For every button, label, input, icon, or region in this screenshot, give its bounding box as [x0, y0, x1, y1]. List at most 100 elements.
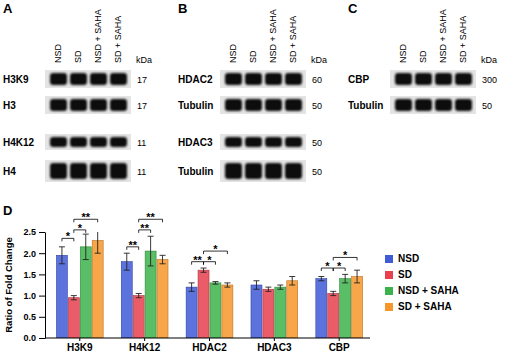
blot-band: [435, 73, 452, 85]
error-bar-cap: [289, 285, 295, 286]
row-label: H3K9: [3, 74, 29, 85]
blot-band: [395, 73, 412, 85]
panel-label: B: [178, 1, 187, 16]
lane-label: SD + SAHA: [113, 16, 123, 63]
unit-label: kDa: [311, 55, 327, 65]
blot-band: [265, 99, 282, 111]
lane-label: SD: [418, 50, 428, 63]
y-tick-mark: [39, 317, 45, 318]
error-bar-cap: [59, 263, 65, 264]
error-bar: [330, 291, 336, 295]
error-bar-cap: [224, 282, 230, 283]
blot-band: [415, 99, 432, 111]
significance-label: *: [337, 260, 342, 272]
significance-label: **: [128, 239, 137, 251]
legend: NSDSDNSD + SAHASD + SAHA: [385, 253, 459, 312]
lane-label: NSD + SAHA: [438, 9, 448, 63]
error-bar-cap: [342, 282, 348, 283]
error-bar-cap: [136, 293, 142, 294]
error-bar-stem: [162, 255, 163, 263]
bar: [157, 260, 168, 338]
blot-band: [225, 73, 242, 85]
error-bar-cap: [318, 280, 324, 281]
x-tick-mark: [274, 338, 275, 341]
blot-band: [225, 99, 242, 111]
legend-swatch: [385, 303, 393, 311]
blot-panel: BNSDSDNSD + SAHASD + SAHAkDaHDAC260Tubul…: [178, 1, 327, 182]
error-bar-cap: [189, 282, 195, 283]
error-bar: [201, 268, 207, 272]
error-bar-cap: [95, 253, 101, 254]
unit-label: kDa: [136, 55, 152, 65]
error-bar-cap: [148, 236, 154, 237]
error-bar: [189, 283, 195, 291]
legend-label: NSD + SAHA: [398, 285, 459, 296]
significance-label: *: [325, 260, 330, 272]
legend-swatch: [385, 255, 393, 263]
blot-band: [70, 73, 87, 85]
error-bar-cap: [253, 280, 259, 281]
error-bar-stem: [256, 281, 257, 289]
blot-background: [390, 70, 476, 88]
blot-band: [110, 99, 127, 111]
blot-band: [70, 163, 87, 179]
error-bar: [342, 274, 348, 282]
legend-swatch: [385, 271, 393, 279]
row-label: H4: [3, 166, 16, 177]
error-bar-cap: [189, 291, 195, 292]
error-bar: [265, 287, 271, 291]
blot-band: [245, 163, 262, 179]
error-bar-stem: [203, 268, 204, 272]
error-bar-cap: [201, 272, 207, 273]
row-label: H3: [3, 100, 16, 111]
lane-label: NSD + SAHA: [268, 9, 278, 63]
error-bar: [354, 270, 360, 283]
row-label: Tubulin: [348, 100, 383, 111]
significance-label: **: [81, 211, 90, 223]
bar: [80, 247, 91, 338]
figure: ANSDSDNSD + SAHASD + SAHAkDaH3K917H317H4…: [0, 0, 520, 363]
error-bar-stem: [345, 274, 346, 282]
bar: [210, 283, 221, 338]
y-tick-mark: [39, 274, 45, 275]
x-tick: HDAC2: [192, 338, 227, 353]
lane-label: SD + SAHA: [458, 16, 468, 63]
legend-item: NSD: [385, 253, 419, 264]
error-bar-stem: [268, 287, 269, 291]
x-tick-label: H4K12: [129, 342, 161, 353]
x-tick: H4K12: [129, 338, 161, 353]
lane-label: SD + SAHA: [288, 16, 298, 63]
significance-label: **: [146, 211, 155, 223]
error-bar-stem: [97, 232, 98, 253]
legend-label: SD + SAHA: [398, 301, 452, 312]
kda-label: 50: [312, 138, 322, 148]
error-bar-cap: [265, 291, 271, 292]
panel-label: D: [3, 203, 12, 218]
x-tick-label: HDAC2: [192, 342, 227, 353]
blot-panel: ANSDSDNSD + SAHASD + SAHAkDaH3K917H317H4…: [3, 1, 152, 182]
error-bar: [124, 253, 130, 270]
blot-background: [45, 96, 131, 114]
legend-item: SD + SAHA: [385, 301, 452, 312]
error-bar-cap: [124, 270, 130, 271]
bar: [56, 255, 67, 338]
error-bar-cap: [59, 246, 65, 247]
kda-label: 50: [312, 167, 322, 177]
bar: [316, 279, 327, 338]
significance-label: **: [193, 254, 202, 266]
y-tick: 0.5: [23, 312, 45, 322]
x-tick: CBP: [329, 338, 350, 353]
blot-background: [220, 160, 306, 182]
legend-swatch: [385, 287, 393, 295]
x-tick-mark: [209, 338, 210, 341]
blot-band: [285, 73, 302, 85]
x-tick-mark: [79, 338, 80, 341]
kda-label: 50: [312, 101, 322, 111]
blot-background: [220, 70, 306, 88]
blot-band: [285, 137, 302, 147]
y-tick-label: 2.0: [23, 249, 36, 259]
error-bar-cap: [83, 259, 89, 260]
error-bar-cap: [354, 282, 360, 283]
error-bar-cap: [124, 253, 130, 254]
error-bar-stem: [191, 283, 192, 291]
